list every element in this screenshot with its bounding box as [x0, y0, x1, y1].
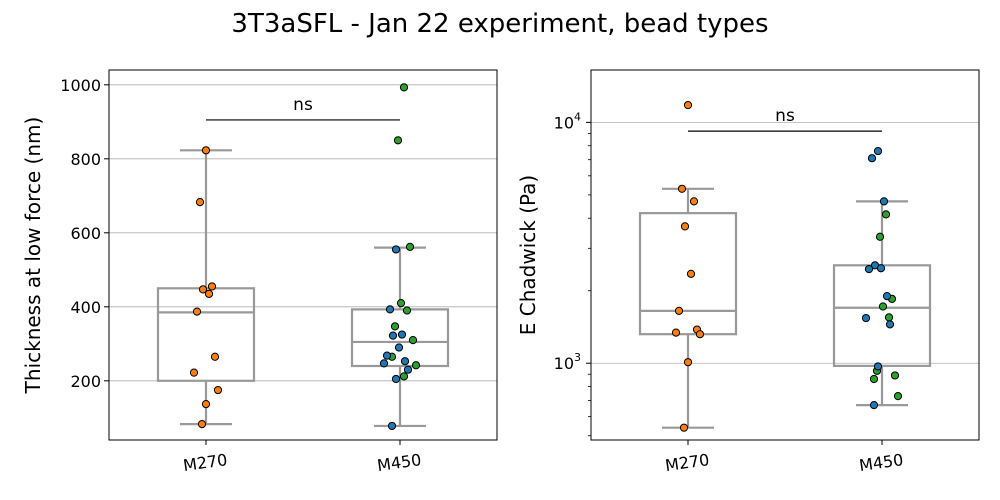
box-iqr: [156, 287, 256, 382]
box-iqr: [638, 212, 738, 336]
data-point: [408, 336, 418, 345]
data-point: [671, 328, 681, 337]
data-point: [400, 357, 410, 366]
data-point: [405, 242, 415, 251]
data-point: [210, 352, 220, 361]
data-point: [201, 400, 211, 409]
data-point: [385, 305, 395, 314]
data-point: [201, 146, 211, 155]
y-tick-label: 800: [70, 150, 101, 169]
x-tick-label: M270: [664, 450, 711, 475]
data-point: [399, 372, 409, 381]
data-point: [390, 322, 400, 331]
data-point: [683, 100, 693, 110]
data-point: [873, 362, 883, 371]
y-tick-label: 1000: [60, 76, 101, 95]
data-point: [382, 351, 392, 360]
data-point: [197, 419, 207, 429]
data-point: [192, 307, 202, 316]
y-tick-label: 200: [70, 372, 101, 391]
data-point: [411, 361, 421, 370]
panel-e-chadwick: 103 104 E Chadwick (Pa) ns M270 M450: [516, 69, 980, 475]
data-point: [683, 358, 693, 367]
data-point: [885, 320, 895, 329]
data-point: [391, 374, 401, 384]
data-point: [394, 343, 404, 352]
data-point: [893, 392, 903, 401]
data-point: [890, 371, 900, 380]
y-tick-label: 104: [554, 110, 581, 132]
data-point: [875, 232, 885, 241]
data-point: [878, 302, 888, 311]
y-axis-label: Thickness at low force (nm): [21, 117, 45, 395]
data-point: [393, 136, 403, 145]
data-point: [861, 313, 871, 323]
data-point: [399, 83, 409, 92]
data-point: [402, 306, 412, 315]
data-point: [189, 368, 199, 377]
x-tick-label: M450: [858, 450, 905, 475]
data-point: [379, 359, 389, 368]
data-point: [403, 365, 413, 374]
data-point: [198, 285, 208, 294]
figure-title: 3T3aSFL - Jan 22 experiment, bead types: [231, 9, 768, 39]
data-point: [396, 299, 406, 308]
box-iqr: [832, 264, 932, 367]
data-point: [882, 291, 892, 301]
significance-label: ns: [775, 106, 795, 126]
data-point: [873, 146, 883, 156]
data-point: [869, 401, 879, 410]
x-tick-label: M270: [182, 450, 229, 475]
data-point: [869, 374, 879, 384]
data-point: [864, 264, 874, 274]
data-point: [879, 197, 889, 206]
y-axis-label: E Chadwick (Pa): [516, 175, 540, 335]
y-tick-label: 103: [554, 351, 581, 373]
data-point: [884, 313, 894, 322]
data-point: [689, 197, 699, 206]
data-point: [680, 222, 690, 231]
data-point: [195, 197, 205, 207]
data-point: [391, 245, 401, 254]
data-point: [881, 210, 891, 219]
data-point: [674, 306, 684, 315]
y-tick-label: 600: [70, 224, 101, 243]
axes-frame: [108, 69, 498, 441]
data-point: [867, 154, 877, 163]
data-point: [686, 269, 696, 278]
panel-thickness: 200 400 600 800 1000 Thickness at low force (…: [21, 69, 498, 475]
axes-frame: [590, 69, 980, 441]
x-tick-label: M450: [376, 450, 423, 475]
y-tick-label: 400: [70, 298, 101, 317]
data-point: [876, 264, 886, 273]
data-point: [387, 421, 397, 431]
data-point: [679, 423, 689, 432]
data-point: [388, 331, 398, 340]
significance-label: ns: [293, 95, 313, 115]
box-iqr: [350, 308, 450, 368]
data-point: [397, 330, 407, 339]
data-point: [695, 330, 705, 339]
data-point: [207, 282, 217, 291]
data-point: [204, 289, 214, 298]
data-point: [677, 184, 687, 193]
data-point: [213, 385, 223, 395]
